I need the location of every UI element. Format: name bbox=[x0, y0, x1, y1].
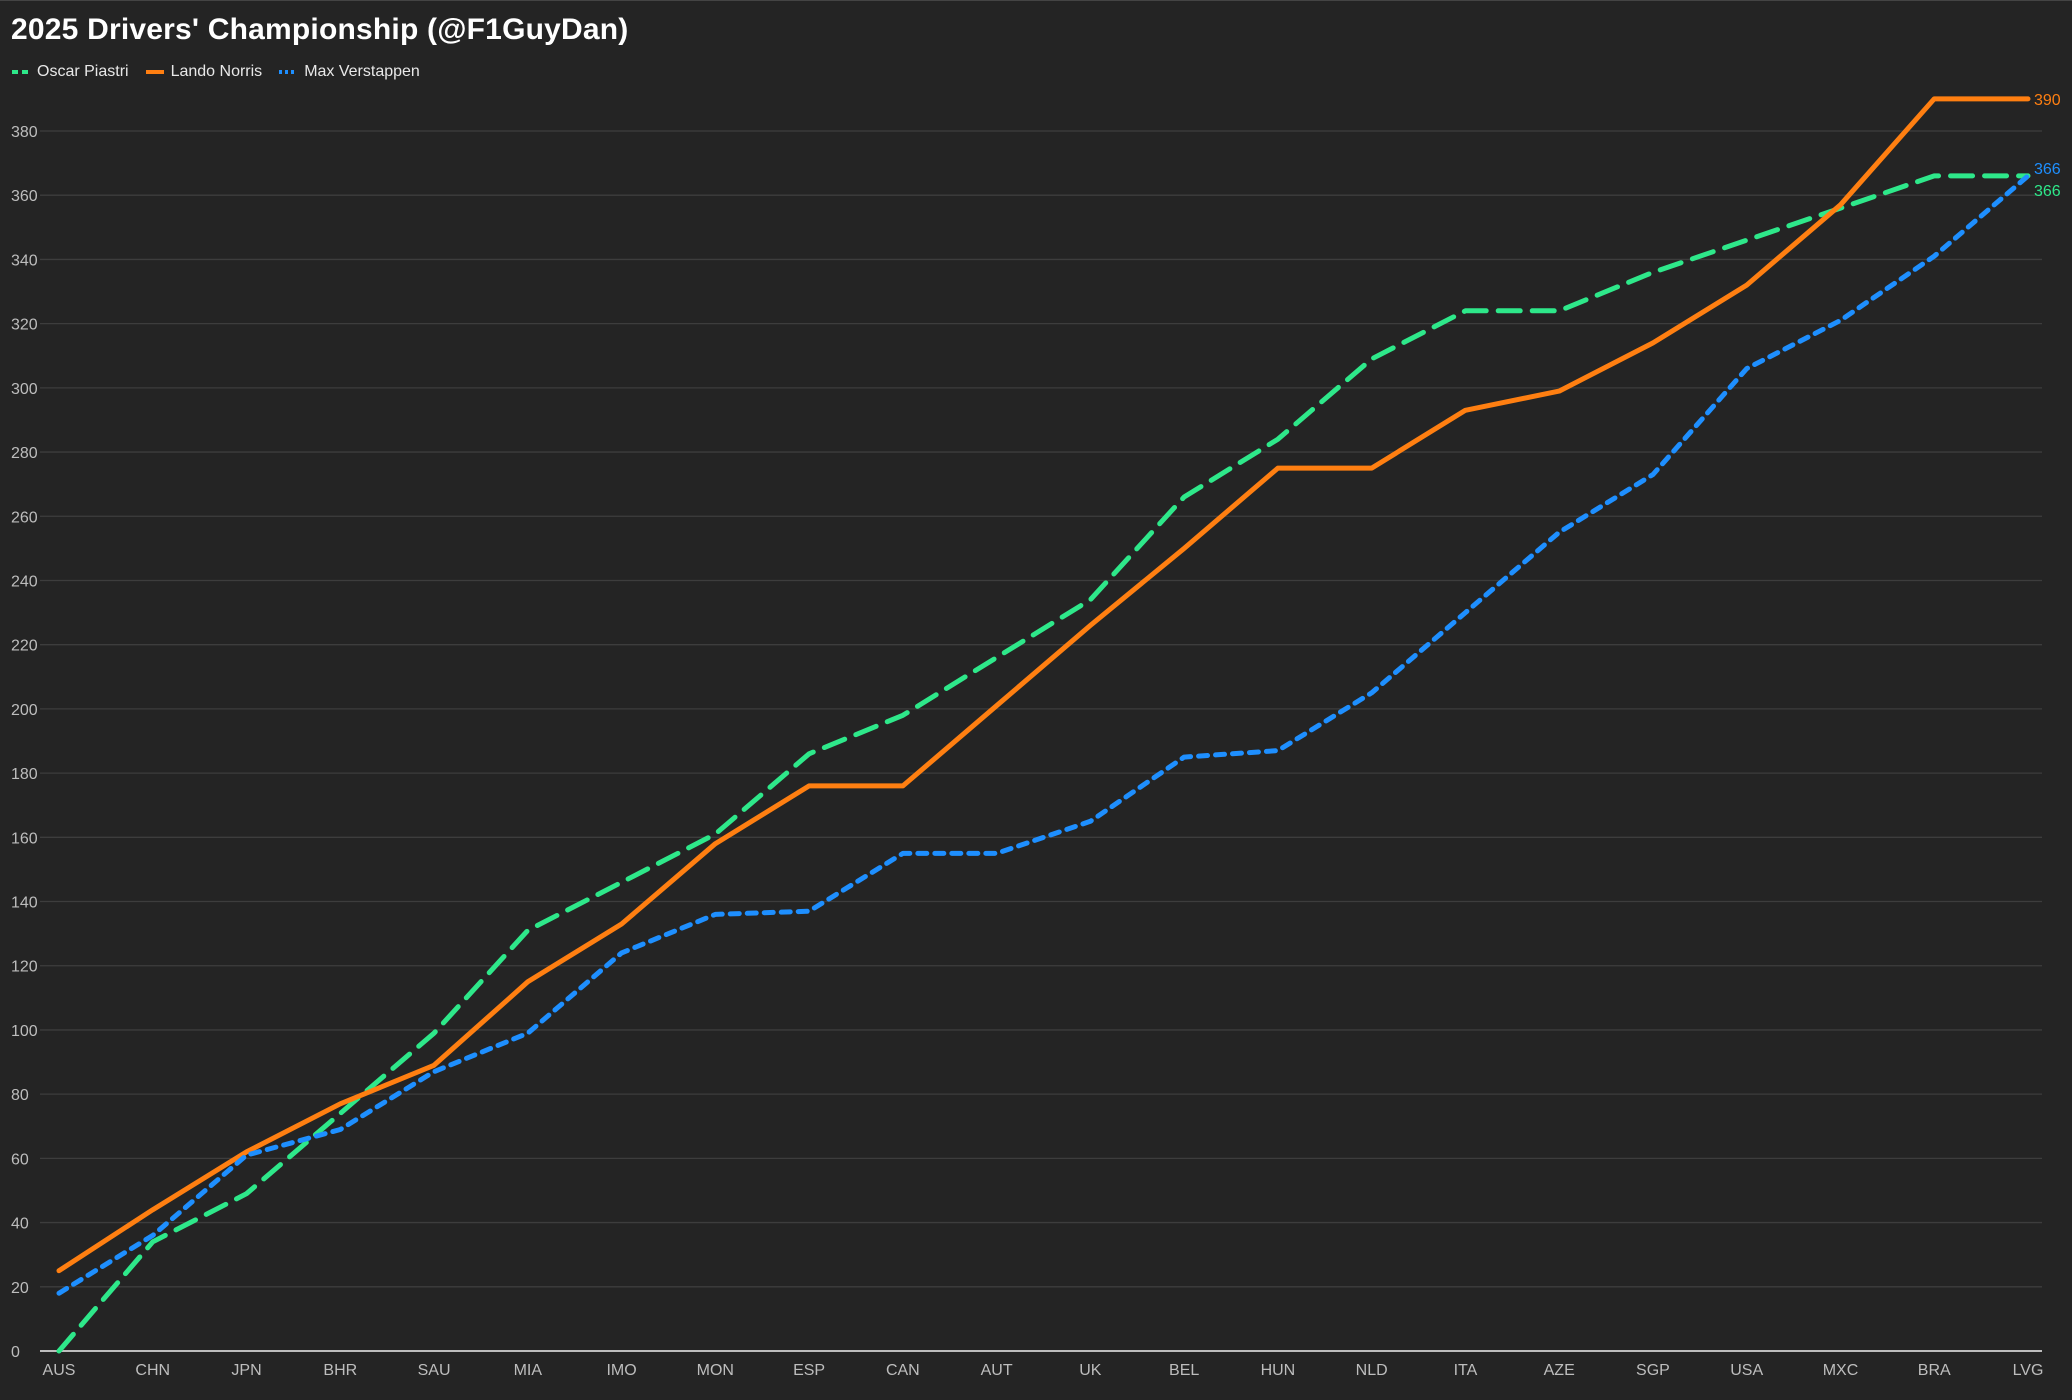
legend-label-piastri: Oscar Piastri bbox=[37, 63, 129, 80]
x-tick-label: LVG bbox=[2013, 1362, 2044, 1379]
y-tick-label: 100 bbox=[11, 1023, 38, 1040]
legend-swatch-piastri bbox=[12, 70, 30, 74]
x-tick-label: AZE bbox=[1544, 1362, 1575, 1379]
legend-item-piastri[interactable]: Oscar Piastri bbox=[11, 63, 129, 81]
x-tick-label: MIA bbox=[514, 1362, 543, 1379]
y-tick-label: 120 bbox=[11, 959, 38, 976]
x-tick-label: AUS bbox=[43, 1362, 76, 1379]
x-tick-label: IMO bbox=[606, 1362, 636, 1379]
x-tick-label: JPN bbox=[231, 1362, 261, 1379]
legend-swatch-verstappen bbox=[279, 70, 298, 74]
y-tick-label: 160 bbox=[11, 830, 38, 847]
end-label-max-verstappen: 366 bbox=[2034, 161, 2061, 178]
series-line-lando-norris[interactable] bbox=[56, 96, 2031, 1274]
legend-item-verstappen[interactable]: Max Verstappen bbox=[278, 63, 420, 81]
y-tick-label: 20 bbox=[11, 1280, 29, 1297]
y-tick-label: 40 bbox=[11, 1216, 29, 1233]
x-tick-label: SGP bbox=[1636, 1362, 1670, 1379]
x-tick-label: MXC bbox=[1823, 1362, 1859, 1379]
x-tick-label: USA bbox=[1730, 1362, 1763, 1379]
end-label-lando-norris: 390 bbox=[2034, 92, 2061, 109]
y-tick-label: 260 bbox=[11, 509, 38, 526]
x-tick-label: HUN bbox=[1261, 1362, 1296, 1379]
legend-label-verstappen: Max Verstappen bbox=[304, 63, 420, 80]
end-label-oscar-piastri: 366 bbox=[2034, 183, 2061, 200]
x-tick-label: CHN bbox=[135, 1362, 170, 1379]
x-tick-label: ITA bbox=[1454, 1362, 1478, 1379]
legend: Oscar Piastri Lando Norris Max Verstappe… bbox=[11, 63, 420, 81]
x-tick-label: MON bbox=[697, 1362, 734, 1379]
y-tick-label: 60 bbox=[11, 1151, 29, 1168]
y-tick-label: 0 bbox=[11, 1344, 20, 1361]
y-tick-label: 200 bbox=[11, 702, 38, 719]
y-tick-label: 360 bbox=[11, 188, 38, 205]
y-tick-label: 300 bbox=[11, 381, 38, 398]
x-tick-label: BHR bbox=[323, 1362, 357, 1379]
y-tick-label: 380 bbox=[11, 124, 38, 141]
legend-item-norris[interactable]: Lando Norris bbox=[145, 63, 263, 81]
x-tick-label: CAN bbox=[886, 1362, 920, 1379]
y-tick-label: 220 bbox=[11, 638, 38, 655]
y-tick-label: 240 bbox=[11, 573, 38, 590]
x-axis: AUS CHN JPN BHR SAU MIA IMO MON ESP CAN AUT UK BEL HU… bbox=[43, 1362, 2044, 1379]
legend-swatch-norris bbox=[145, 70, 164, 74]
y-tick-label: 80 bbox=[11, 1087, 29, 1104]
x-tick-label: AUT bbox=[981, 1362, 1013, 1379]
series-line-max-verstappen[interactable] bbox=[56, 173, 2031, 1296]
y-tick-label: 320 bbox=[11, 317, 38, 334]
y-tick-label: 280 bbox=[11, 445, 38, 462]
x-tick-label: SAU bbox=[418, 1362, 451, 1379]
x-tick-label: BEL bbox=[1169, 1362, 1199, 1379]
end-labels: 366 390 366 bbox=[2034, 92, 2061, 200]
legend-label-norris: Lando Norris bbox=[170, 63, 263, 80]
x-tick-label: NLD bbox=[1356, 1362, 1388, 1379]
series-line-oscar-piastri[interactable] bbox=[56, 173, 2031, 1354]
y-axis: 0 20 40 60 80 100 120 140 160 180 200 220 240 260 280 3… bbox=[11, 124, 38, 1361]
x-tick-label: BRA bbox=[1918, 1362, 1951, 1379]
chart-title: 2025 Drivers' Championship (@F1GuyDan) bbox=[11, 13, 629, 46]
x-tick-label: ESP bbox=[793, 1362, 825, 1379]
y-tick-label: 140 bbox=[11, 895, 38, 912]
y-tick-label: 340 bbox=[11, 252, 38, 269]
gridlines bbox=[40, 130, 2042, 1352]
y-tick-label: 180 bbox=[11, 766, 38, 783]
series-lines bbox=[56, 96, 2031, 1354]
x-tick-label: UK bbox=[1079, 1362, 1102, 1379]
